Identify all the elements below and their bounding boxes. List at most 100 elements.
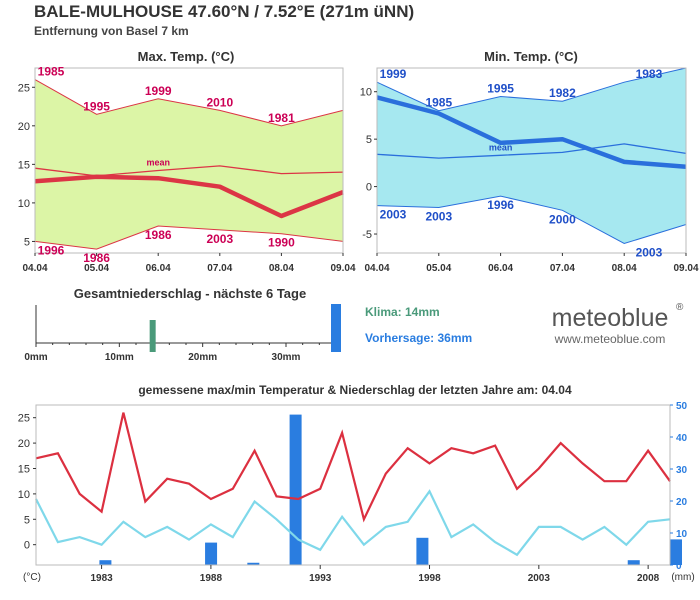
year-annotation: 2003 [425,209,452,223]
year-annotation: 1982 [549,86,576,100]
year-annotation: 2003 [380,208,407,222]
x-tick-label: 0mm [24,352,47,363]
y-tick-label: 10 [18,489,30,501]
x-tick-label: 06.04 [488,263,513,274]
year-annotation: 1990 [268,236,295,250]
min-temp-title: Min. Temp. (°C) [484,49,578,64]
year-annotation: 1985 [38,65,65,79]
precip-bar [247,562,260,565]
y-tick-label: -5 [362,229,372,241]
x-tick-label: 08.04 [269,263,294,274]
y-tick-label: 25 [18,413,30,425]
forecast-bar [331,304,341,352]
precip-forecast-chart: Gesamtniederschlag - nächste 6 Tage Klim… [24,286,472,363]
y-tick-label: 0 [366,182,372,194]
year-annotation: 2010 [206,95,233,109]
x-tick-label: 09.04 [673,263,698,274]
x-tick-label: 20mm [188,352,217,363]
y-tick-label: 15 [18,463,30,475]
y-tick-label: 0 [24,540,30,552]
plot-frame [376,67,687,254]
historical-ylabel: (°C) [23,572,41,583]
precip-bar [99,560,112,565]
year-annotation: 2003 [636,246,663,260]
year-annotation: 1981 [268,111,295,125]
x-tick-label: 04.04 [22,263,47,274]
y-tick-label: 20 [18,438,30,450]
year-annotation: 1983 [636,67,663,81]
x-tick-label: 05.04 [84,263,109,274]
year-annotation: mean [489,142,513,152]
precip-bar [289,414,302,565]
y2-tick-label: 20 [676,497,688,508]
historical-chart: gemessene max/min Temperatur & Niedersch… [18,383,695,584]
klima-bar [149,320,156,352]
y-tick-label: 25 [18,82,30,94]
x-tick-label: 06.04 [146,263,171,274]
year-annotation: 2000 [549,212,576,226]
logo-text: meteoblue [552,304,669,332]
precip-bar [627,560,640,565]
x-tick-label: 1988 [200,573,223,584]
logo-url: www.meteoblue.com [554,332,666,346]
y-tick-label: 10 [360,87,372,99]
y2-tick-label: 50 [676,401,688,412]
precip-forecast-title: Gesamtniederschlag - nächste 6 Tage [74,286,306,301]
x-tick-label: 05.04 [426,263,451,274]
year-annotation: 1999 [145,84,172,98]
precip-bar [670,539,682,565]
page-subtitle: Entfernung von Basel 7 km [34,24,189,38]
year-annotation: 1995 [487,81,514,95]
x-tick-label: 08.04 [612,263,637,274]
max-temp-line [35,412,671,523]
y-tick-label: 5 [366,134,372,146]
historical-title: gemessene max/min Temperatur & Niedersch… [138,383,572,397]
mean-line [34,165,344,177]
year-annotation: 1985 [425,96,452,110]
x-tick-label: 07.04 [207,263,232,274]
y-tick-label: 15 [18,159,30,171]
x-tick-label: 09.04 [330,263,355,274]
year-annotation: 1996 [487,198,514,212]
min-temp-line [35,489,671,557]
y2-tick-label: 40 [676,433,688,444]
mean-line [376,143,687,159]
x-tick-label: 1983 [90,573,113,584]
x-tick-label: 1998 [418,573,441,584]
max-temp-title: Max. Temp. (°C) [138,49,235,64]
range-upper-line [376,67,687,112]
precip-bar [205,542,218,565]
y-tick-label: 5 [24,236,30,248]
year-annotation: 1996 [38,243,65,257]
y-tick-label: 10 [18,198,30,210]
x-tick-label: 04.04 [364,263,389,274]
x-tick-label: 2003 [528,573,551,584]
y2-tick-label: 10 [676,529,688,540]
y2-tick-label: 30 [676,465,688,476]
plot-frame [35,404,671,566]
page-title: BALE-MULHOUSE 47.60°N / 7.52°E (271m üNN… [34,2,415,21]
precip-bar [416,537,429,565]
x-tick-label: 30mm [272,352,301,363]
x-tick-label: 10mm [105,352,134,363]
forecast-line [376,95,687,169]
range-band [377,68,686,244]
meteoblue-logo: meteoblue ® www.meteoblue.com [552,302,684,346]
logo-reg: ® [676,302,684,313]
plot-frame [34,67,344,254]
forecast-line [34,174,344,219]
klima-label: Klima: 14mm [365,305,440,319]
x-tick-label: 2008 [637,573,660,584]
y-tick-label: 20 [18,121,30,133]
x-tick-label: 1993 [309,573,332,584]
range-lower-line [34,225,344,250]
max-temp-chart: Max. Temp. (°C) 5 10 15 20 25 04.04 05.04 06.04… [18,49,356,274]
range-upper-line [34,79,344,127]
range-lower-line [376,195,687,245]
year-annotation: 1986 [145,228,172,242]
year-annotation: 1986 [83,251,110,265]
min-temp-chart: Min. Temp. (°C) -5 0 5 10 04.04 05.04 06.04 07.… [360,49,699,274]
year-annotation: 1999 [380,67,407,81]
x-tick-label: 07.04 [550,263,575,274]
